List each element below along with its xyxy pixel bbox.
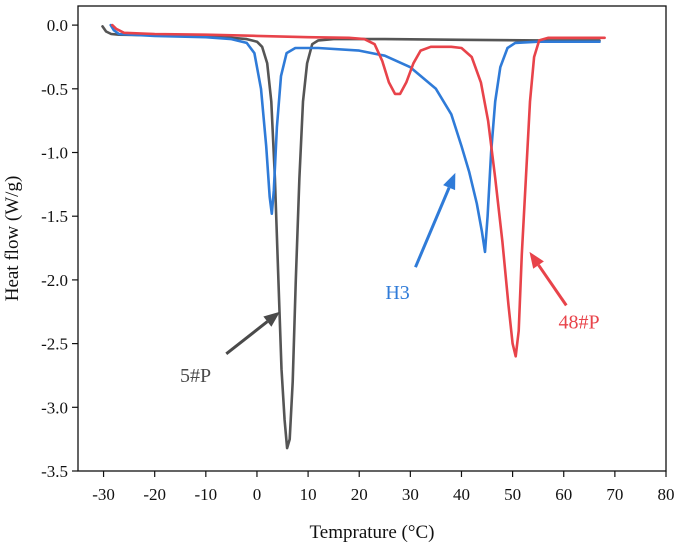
- annotation-arrow-shaft: [537, 264, 568, 307]
- annotation-arrow-head: [443, 172, 456, 191]
- x-tick-label: 70: [606, 485, 623, 504]
- annotation-arrow-head: [529, 251, 544, 269]
- y-tick-label: -0.5: [41, 80, 68, 99]
- annotation-label: 5#P: [180, 365, 211, 387]
- annotation-label: H3: [385, 282, 409, 304]
- x-tick-label: 30: [402, 485, 419, 504]
- annotation-arrow-shaft: [414, 187, 451, 268]
- series-layer: [101, 23, 606, 450]
- plot-frame: [77, 5, 667, 472]
- x-tick-label: 80: [658, 485, 675, 504]
- x-tick-label: -10: [194, 485, 217, 504]
- annotation-arrow-shaft: [225, 320, 269, 355]
- series-line-5p: [101, 25, 601, 450]
- x-tick-label: -20: [143, 485, 166, 504]
- y-tick-label: -2.5: [41, 335, 68, 354]
- y-tick-label: -3.5: [41, 462, 68, 481]
- x-tick-label: 10: [300, 485, 317, 504]
- x-tick-label: 60: [555, 485, 572, 504]
- series-line-h3: [109, 23, 601, 254]
- series-line-48p: [111, 23, 606, 358]
- axis-layer: -30 -20 -10 0 10 20 30 40 50 60 70 80 0.0 -0.5 -1.0 -1.…: [41, 16, 674, 504]
- y-tick-label: -1.0: [41, 144, 68, 163]
- x-tick-label: 40: [453, 485, 470, 504]
- y-tick-label: -1.5: [41, 207, 68, 226]
- y-tick-label: -3.0: [41, 398, 68, 417]
- x-tick-label: 50: [504, 485, 521, 504]
- plot-area: [77, 5, 667, 472]
- x-tick-label: 0: [253, 485, 262, 504]
- x-tick-label: 20: [351, 485, 368, 504]
- x-tick-label: -30: [92, 485, 115, 504]
- y-tick-label: 0.0: [47, 16, 68, 35]
- y-tick-label: -2.0: [41, 271, 68, 290]
- x-axis-title: Temprature (°C): [310, 522, 435, 543]
- annotation-arrow-head: [263, 311, 280, 327]
- annotation-label: 48#P: [559, 311, 600, 333]
- y-axis-title: Heat flow (W/g): [2, 176, 23, 302]
- annotation-layer: 5#P H3 48#P: [180, 172, 600, 387]
